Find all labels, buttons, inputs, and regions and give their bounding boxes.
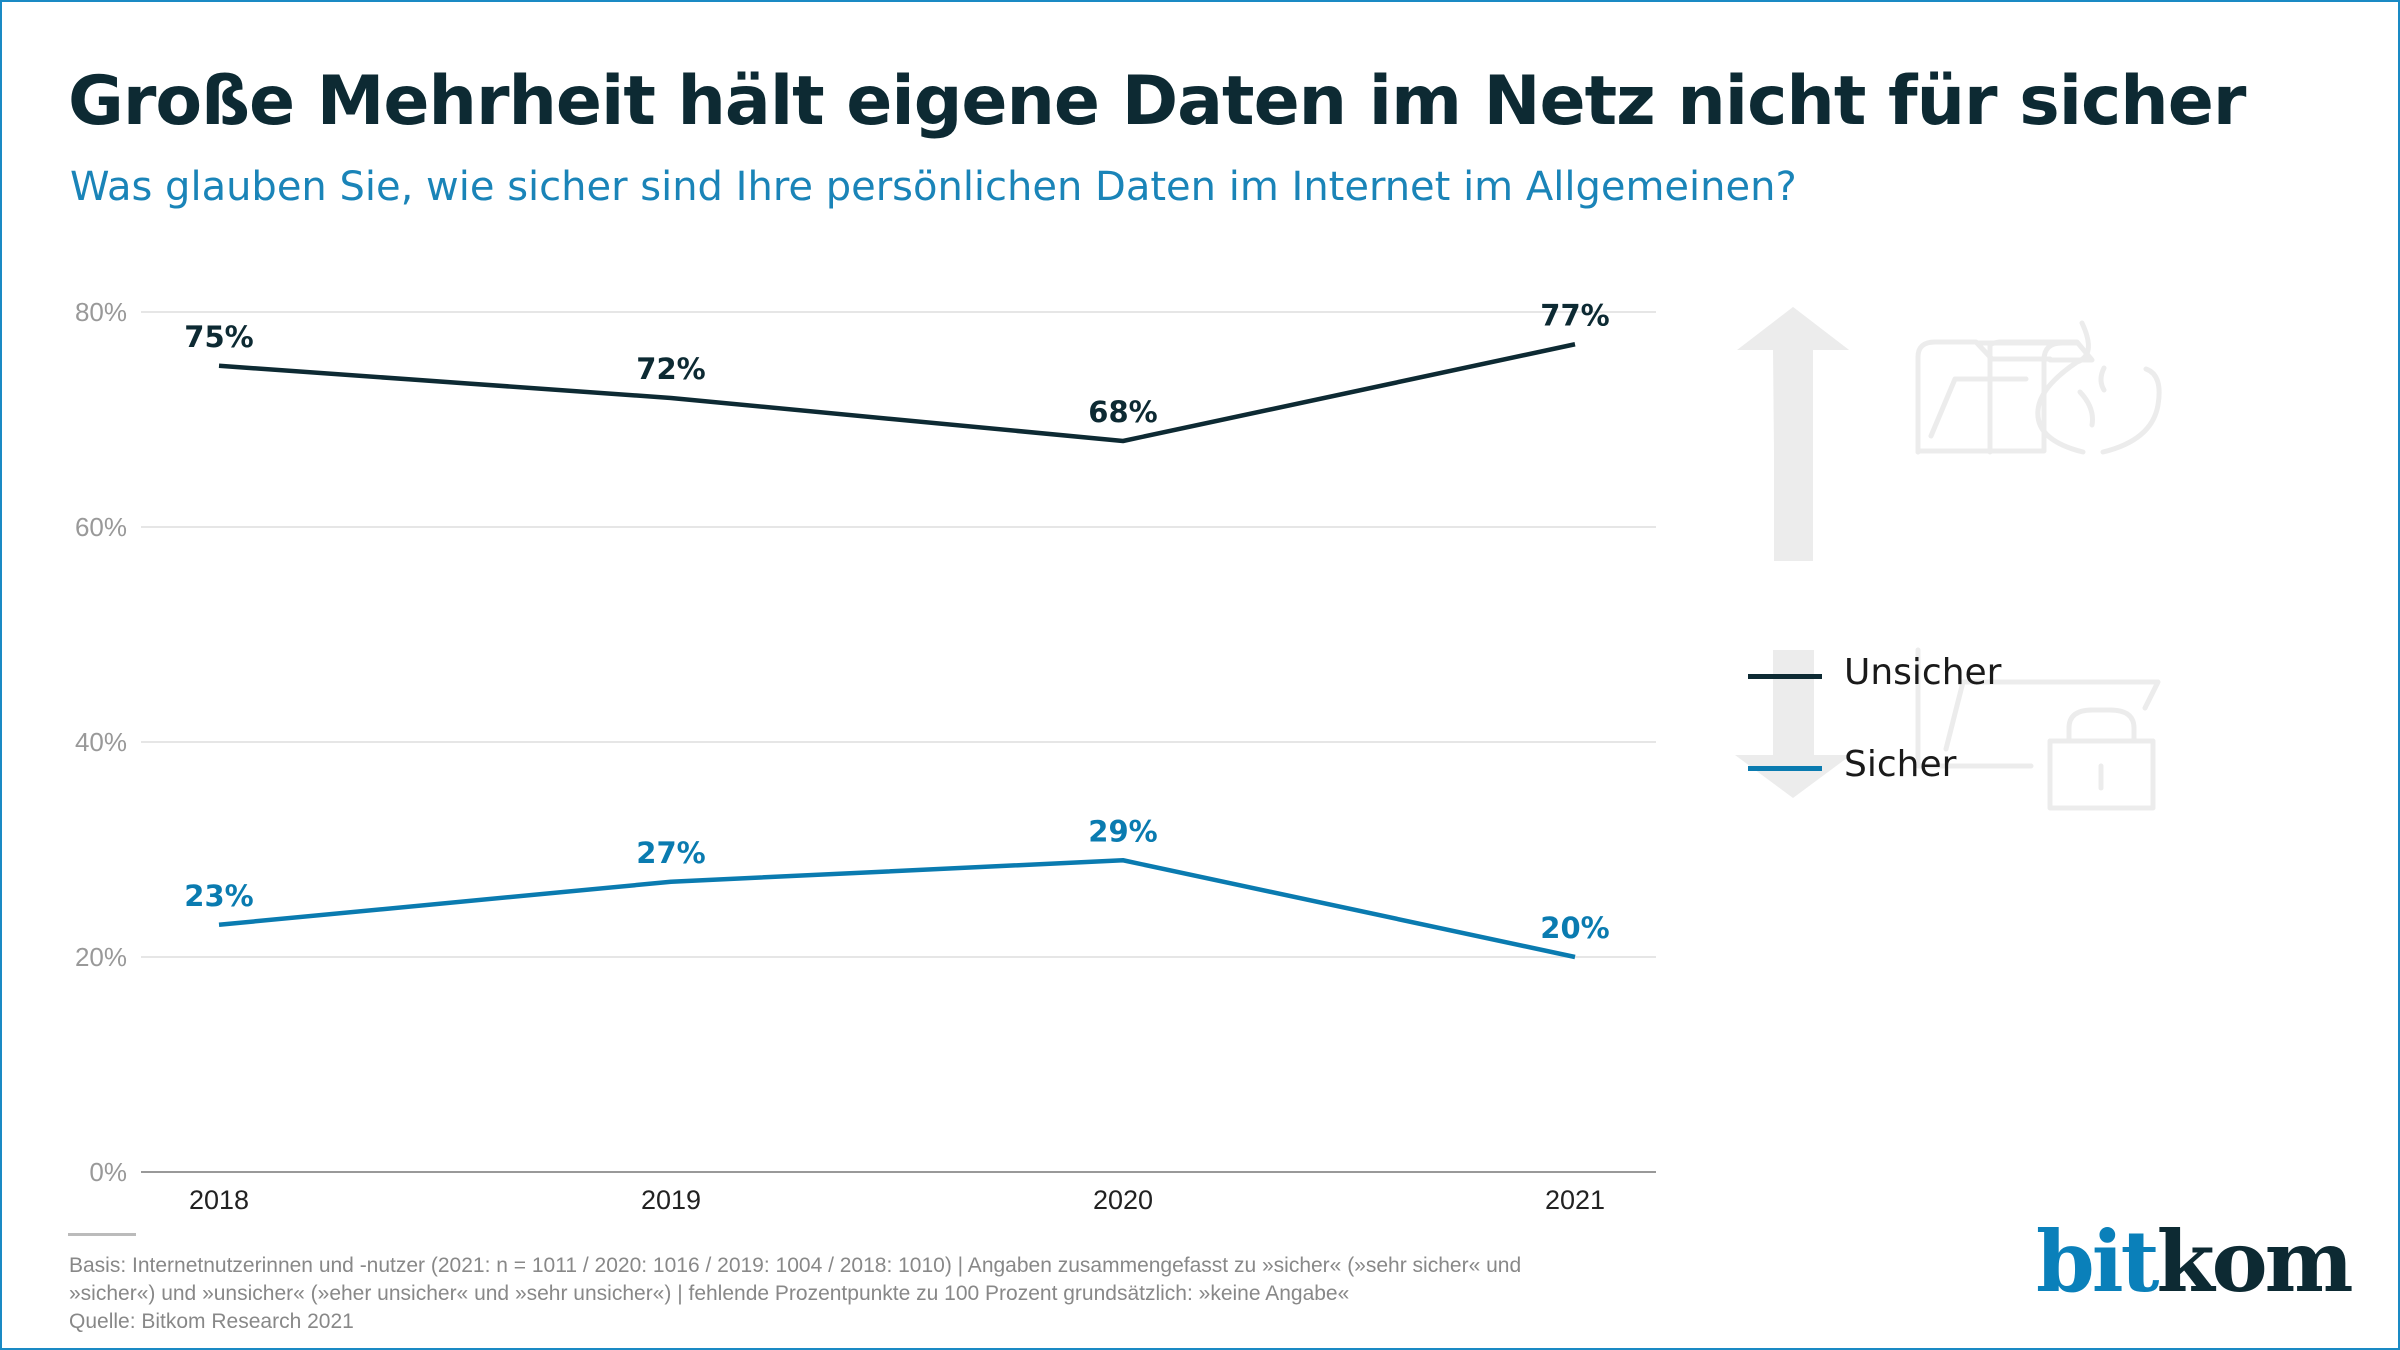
bitkom-logo: bitkom [2036,1212,2354,1311]
arrow-down-icon [1735,650,1851,798]
legend-swatch [1748,766,1822,771]
data-label: 72% [636,352,705,386]
data-label: 27% [636,836,705,870]
footnote: Basis: Internetnutzerinnen und -nutzer (… [69,1252,1521,1336]
data-labels: 75% 72% 68% 77% 23% 27% 29% 20% [184,298,1609,945]
x-tick-label: 2020 [1093,1185,1153,1215]
y-tick-label: 40% [75,727,127,757]
data-label: 23% [184,879,253,913]
page-title: Große Mehrheit hält eigene Daten im Netz… [68,62,2246,141]
legend-label: Sicher [1844,744,1957,785]
arrow-up-icon [1737,307,1849,561]
page-subtitle: Was glauben Sie, wie sicher sind Ihre pe… [70,164,1797,210]
x-tick-label: 2019 [641,1185,701,1215]
data-label: 77% [1540,298,1609,332]
x-tick-label: 2018 [189,1185,249,1215]
footnote-divider [68,1233,136,1236]
y-tick-label: 0% [89,1157,127,1187]
y-tick-label: 80% [75,297,127,327]
x-tick-label: 2021 [1545,1185,1605,1215]
footnote-basis: Basis: Internetnutzerinnen und -nutzer (… [69,1254,1522,1277]
footnote-basis-cont: »sicher«) und »unsicher« (»eher unsicher… [69,1282,1350,1305]
data-label: 68% [1088,395,1157,429]
grid [141,311,1656,1173]
y-tick-label: 60% [75,512,127,542]
footnote-source: Quelle: Bitkom Research 2021 [69,1310,354,1333]
data-label: 29% [1088,814,1157,848]
series-line-unsicher [218,342,1576,444]
x-axis-ticks: 2018 2019 2020 2021 [189,1185,1605,1215]
legend-label: Unsicher [1844,652,2002,693]
data-label: 75% [184,320,253,354]
folder-lock-icon [1915,647,2161,811]
data-label: 20% [1540,911,1609,945]
series-lines [218,342,1576,960]
series-line-sicher [218,858,1576,960]
folder-fire-icon [1915,320,2162,455]
legend-swatch [1748,674,1822,679]
y-tick-label: 20% [75,942,127,972]
y-axis-ticks: 0% 20% 40% 60% 80% [75,297,127,1187]
